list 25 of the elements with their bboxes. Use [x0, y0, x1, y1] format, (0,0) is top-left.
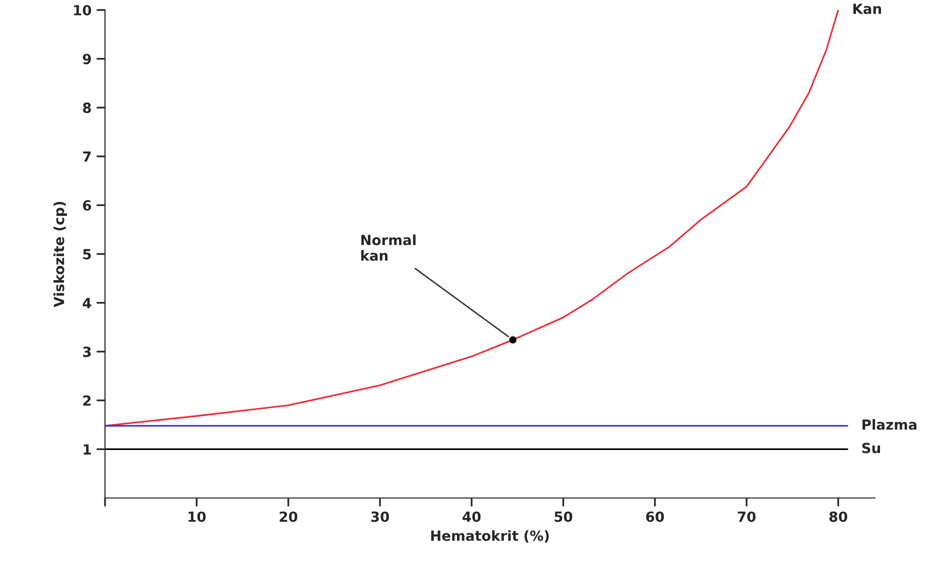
x-tick-label: 60 — [646, 511, 664, 522]
x-tick-label: 20 — [280, 511, 298, 522]
annotation: Normal kan — [361, 234, 416, 261]
y-tick-label: 8 — [82, 102, 91, 114]
x-axis-title: Hematokrit (%) — [431, 530, 549, 543]
y-tick-label: 4 — [82, 298, 92, 308]
y-tick-label: 6 — [83, 200, 92, 211]
y-tick-label: 7 — [83, 152, 91, 162]
series-label: Su — [862, 442, 880, 454]
y-tick-label: 10 — [74, 4, 92, 16]
x-tick-label: 80 — [829, 511, 848, 522]
y-tick-label: 9 — [82, 54, 91, 64]
series-label: Kan — [853, 4, 882, 14]
series-label: Plazma — [862, 419, 916, 430]
x-tick-label: 30 — [371, 511, 389, 522]
y-tick-label: 3 — [83, 346, 91, 358]
x-tick-label: 40 — [462, 511, 481, 522]
y-tick-label: 1 — [84, 444, 91, 454]
line-series — [105, 10, 840, 427]
x-tick-label: 70 — [738, 511, 756, 522]
y-tick-label: 2 — [83, 395, 91, 406]
y-tick-label: 5 — [83, 249, 91, 260]
y-axis-title: Viskozite (cp) — [53, 202, 67, 308]
x-tick-label: 10 — [188, 511, 206, 522]
x-tick-label: 50 — [554, 511, 572, 522]
